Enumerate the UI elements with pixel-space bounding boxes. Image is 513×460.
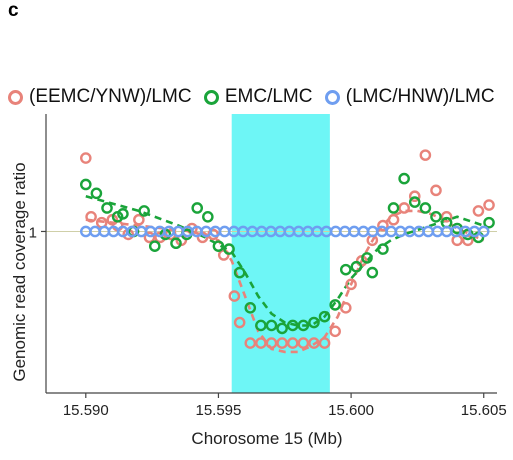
data-point	[255, 319, 267, 332]
data-point	[308, 337, 320, 349]
data-point	[244, 302, 257, 314]
data-point	[286, 337, 299, 349]
data-point	[101, 202, 113, 214]
data-point	[143, 231, 156, 244]
data-point	[339, 263, 352, 276]
data-point	[244, 337, 257, 349]
data-point	[345, 278, 357, 291]
y-tick-label: 1	[29, 224, 37, 241]
data-point	[440, 210, 453, 223]
data-point	[138, 205, 150, 217]
data-point	[339, 302, 352, 314]
data-point	[233, 266, 246, 279]
x-tick-label: 15.590	[63, 402, 109, 419]
data-point	[387, 213, 400, 226]
legend-marker-eemc	[8, 89, 23, 105]
data-point	[79, 178, 92, 191]
data-point	[329, 299, 341, 311]
data-point	[483, 199, 495, 211]
data-point	[350, 260, 363, 273]
data-point	[318, 337, 331, 349]
data-point	[318, 310, 331, 323]
legend-label-emc: EMC/LMC	[224, 86, 313, 107]
data-point	[387, 202, 400, 214]
data-point	[408, 190, 421, 203]
legend-marker-emc	[203, 89, 219, 105]
legend-marker-lmc	[324, 89, 340, 105]
data-point	[255, 337, 267, 349]
legend-item-emc: EMC/LMC	[203, 86, 313, 108]
data-point	[477, 225, 490, 238]
data-point	[170, 237, 182, 250]
data-point	[85, 210, 97, 223]
data-point	[233, 316, 246, 329]
data-point	[430, 184, 442, 197]
legend-label-eemc: (EEMC/YNW)/LMC	[29, 86, 192, 107]
data-point	[265, 319, 278, 332]
data-point	[297, 337, 310, 349]
data-point	[286, 319, 299, 332]
data-point	[472, 205, 485, 217]
data-point	[297, 319, 310, 332]
legend-label-lmc: (LMC/HNW)/LMC	[345, 86, 495, 107]
data-point	[148, 240, 161, 252]
data-point	[408, 196, 421, 208]
data-point	[217, 249, 230, 261]
data-point	[398, 202, 410, 214]
data-point	[191, 202, 204, 214]
data-point	[276, 337, 288, 349]
data-point	[212, 240, 225, 252]
data-point	[223, 243, 235, 255]
data-point	[276, 322, 288, 335]
x-tick-label: 15.600	[328, 402, 374, 419]
chart-legend: (EEMC/YNW)/LMC EMC/LMC (LMC/HNW)/LMC	[8, 86, 495, 111]
data-point	[90, 187, 103, 200]
legend-item-eemc: (EEMC/YNW)/LMC	[8, 86, 192, 108]
data-point	[329, 325, 341, 338]
panel-label: c	[8, 0, 19, 21]
legend-item-lmc: (LMC/HNW)/LMC	[324, 86, 495, 108]
data-point	[430, 210, 442, 223]
data-point	[228, 290, 241, 302]
data-point	[361, 252, 373, 264]
data-point	[377, 243, 389, 255]
x-tick-label: 15.605	[461, 402, 507, 419]
data-point	[419, 202, 432, 214]
series-2-points	[79, 225, 490, 238]
data-point	[398, 172, 410, 185]
data-point	[483, 216, 495, 229]
data-point	[366, 266, 379, 279]
data-point	[265, 337, 278, 349]
x-axis-label: Chorosome 15 (Mb)	[191, 429, 343, 448]
data-point	[308, 316, 320, 329]
data-point	[79, 152, 92, 164]
data-point	[377, 219, 389, 232]
data-point	[202, 210, 214, 223]
data-point	[133, 213, 145, 226]
data-point	[117, 208, 129, 220]
data-point	[419, 149, 432, 161]
x-tick-label: 15.595	[195, 402, 241, 419]
